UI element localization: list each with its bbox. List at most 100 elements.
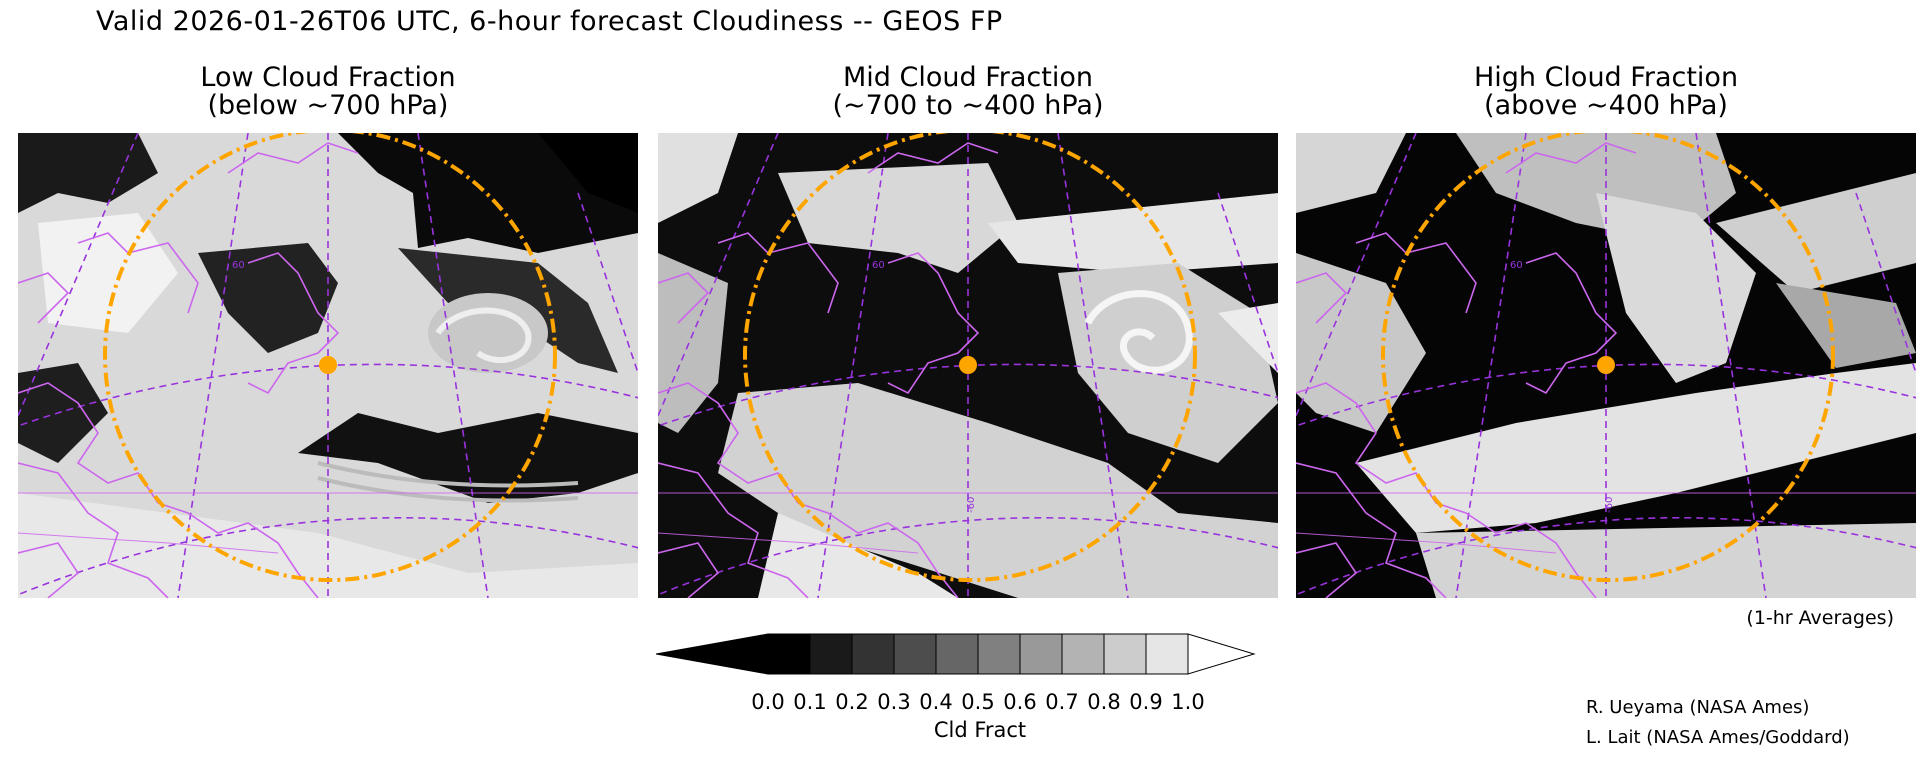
coastline (658, 382, 959, 598)
cloud-patch (1596, 193, 1756, 383)
border-line (1296, 532, 1557, 554)
panel-title-low: Low Cloud Fraction (below ~700 hPa) (18, 64, 638, 120)
cloud-patch (38, 213, 178, 333)
coastline (18, 272, 70, 324)
colorbar-swatch (1019, 633, 1063, 675)
cloud-patch (1296, 133, 1406, 213)
coastline (658, 272, 710, 324)
coastline (887, 252, 980, 395)
coastline (1296, 542, 1358, 598)
panel-title-high-line2: (above ~400 hPa) (1484, 90, 1728, 121)
colorbar-swatch (1061, 633, 1105, 675)
colorbar (656, 633, 1256, 675)
colorbar-label: Cld Fract (933, 718, 1027, 742)
panel-title-high-line1: High Cloud Fraction (1473, 62, 1739, 93)
longitude-line (1455, 133, 1527, 598)
colorbar-swatch (851, 633, 895, 675)
credit-lait: L. Lait (NASA Ames/Goddard) (1586, 727, 1850, 748)
map-high-svg: 60 -60 (1296, 133, 1916, 598)
longitude-line (817, 133, 889, 598)
coastline (247, 252, 340, 395)
longitude-line (577, 192, 638, 376)
colorbar-swatch (809, 633, 853, 675)
coastlines (1296, 142, 1637, 598)
cloud-band (1716, 173, 1916, 293)
longitude-line (1057, 133, 1129, 598)
cloud-patch (658, 133, 738, 223)
coastline (1505, 142, 1637, 174)
range-ring (743, 133, 1197, 582)
lon-label-minus-60: -60 (1604, 497, 1615, 513)
cloud-patch (778, 163, 1018, 273)
range-ring (103, 133, 557, 582)
lat-label-60: 60 (872, 260, 885, 271)
clear-region (538, 133, 638, 213)
borders (1296, 492, 1916, 554)
cloud-swirl (435, 307, 532, 364)
map-panel-high: 60 -60 (1296, 133, 1916, 598)
cloud-swirl (1084, 290, 1193, 374)
borders (658, 492, 1278, 554)
longitude-line (417, 133, 489, 598)
cloud-band (988, 193, 1278, 273)
colorbar-swatch (935, 633, 979, 675)
longitude-line (177, 133, 249, 598)
coastline (658, 542, 720, 598)
colorbar-tick-label: 1.0 (1171, 690, 1205, 714)
colorbar-tick-label: 0.2 (835, 690, 869, 714)
colorbar-swatch (893, 633, 937, 675)
coastline (1296, 462, 1447, 598)
panel-title-mid: Mid Cloud Fraction (~700 to ~400 hPa) (658, 64, 1278, 120)
lat-label-60: 60 (232, 260, 245, 271)
coastlines (18, 142, 359, 598)
clear-region (18, 363, 108, 463)
credit-ueyama: R. Ueyama (NASA Ames) (1586, 697, 1810, 718)
map-mid-svg: 60 -60 (658, 133, 1278, 598)
coastline (227, 142, 359, 174)
colorbar-tick-label: 0.6 (1003, 690, 1037, 714)
cloud-patch (758, 513, 958, 598)
clear-region (298, 413, 638, 503)
coastline (18, 462, 169, 598)
borders (18, 492, 638, 554)
coastline (18, 542, 80, 598)
border-line (658, 532, 919, 554)
colorbar-swatch (1103, 633, 1147, 675)
colorbar-tick-label: 0.0 (751, 690, 785, 714)
colorbar-tick-label: 0.8 (1087, 690, 1121, 714)
longitude-line (1217, 192, 1278, 376)
panel-title-mid-line1: Mid Cloud Fraction (842, 62, 1093, 93)
colorbar-tick-label: 0.9 (1129, 690, 1163, 714)
coastline (18, 382, 319, 598)
border-line (18, 532, 279, 554)
map-panel-mid: 60 -60 (658, 133, 1278, 598)
map-panel-low: 60 (18, 133, 638, 598)
coastline (867, 142, 999, 174)
cloud-streak (317, 476, 579, 503)
lon-label-minus-60: -60 (966, 497, 977, 513)
panel-title-low-line1: Low Cloud Fraction (200, 62, 456, 93)
coastlines (658, 142, 999, 598)
coastline (658, 462, 809, 598)
map-low-svg: 60 (18, 133, 638, 598)
coastline (1525, 252, 1618, 395)
location-marker (319, 356, 337, 374)
range-ring (1381, 133, 1835, 582)
coastline (1296, 382, 1597, 598)
colorbar-swatch (767, 633, 811, 675)
cloud-band (1356, 363, 1916, 533)
panel-title-high: High Cloud Fraction (above ~400 hPa) (1296, 64, 1916, 120)
colorbar-swatch (1145, 633, 1189, 675)
panel-title-mid-line2: (~700 to ~400 hPa) (832, 90, 1104, 121)
colorbar-swatch (977, 633, 1021, 675)
coastline (77, 232, 199, 314)
location-marker (1597, 356, 1615, 374)
cloud-patch (1218, 303, 1278, 373)
colorbar-tick-label: 0.5 (961, 690, 995, 714)
colorbar-over-arrow (1187, 633, 1256, 675)
clear-region (18, 133, 158, 213)
cloud-patch (1776, 283, 1916, 368)
cloud-band (718, 383, 1278, 598)
lat-label-60: 60 (1510, 260, 1523, 271)
coastline (1296, 272, 1348, 324)
